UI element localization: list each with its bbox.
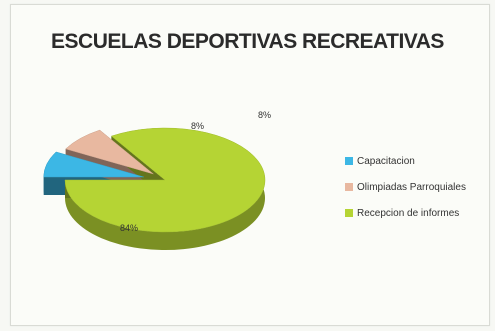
legend-swatch-olimpiadas: [345, 183, 353, 191]
data-label-recepcion: 84%: [120, 223, 138, 233]
legend-item-recepcion: Recepcion de informes: [345, 207, 466, 219]
legend-label-recepcion: Recepcion de informes: [357, 207, 460, 219]
legend-item-capacitacion: Capacitacion: [345, 155, 466, 167]
chart-title: ESCUELAS DEPORTIVAS RECREATIVAS: [51, 30, 444, 53]
pie-slice-olimpiadas: [65, 129, 154, 175]
legend-swatch-recepcion: [345, 209, 353, 217]
pie-slice-capacitacion: [43, 151, 144, 178]
legend-label-olimpiadas: Olimpiadas Parroquiales: [357, 181, 466, 193]
data-label-capacitacion: 8%: [191, 121, 204, 131]
chart-legend: Capacitacion Olimpiadas Parroquiales Rec…: [345, 155, 466, 233]
legend-item-olimpiadas: Olimpiadas Parroquiales: [345, 181, 466, 193]
legend-label-capacitacion: Capacitacion: [357, 155, 415, 167]
data-label-olimpiadas: 8%: [258, 110, 271, 120]
pie-slice-recepcion: [64, 127, 266, 233]
legend-swatch-capacitacion: [345, 157, 353, 165]
